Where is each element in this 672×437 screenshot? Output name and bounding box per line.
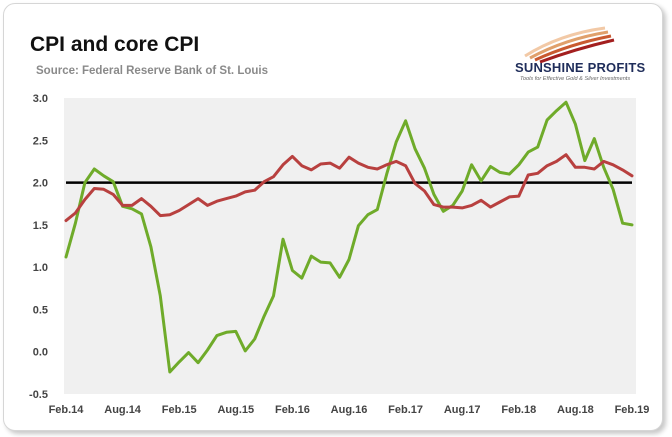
logo-name: SUNSHINE PROFITS: [515, 60, 646, 75]
x-tick-label: Feb.19: [615, 404, 650, 416]
series-lines: [64, 100, 634, 374]
x-tick-label: Feb.14: [49, 404, 85, 416]
y-tick-label: 0.5: [33, 304, 48, 316]
y-tick-label: 1.0: [33, 262, 48, 274]
x-tick-label: Aug.18: [557, 404, 594, 416]
y-tick-label: 1.5: [33, 220, 48, 232]
x-tick-label: Aug.16: [331, 404, 368, 416]
cpi-series-line: [64, 100, 634, 374]
core-cpi-series-line: [64, 153, 634, 223]
x-tick-label: Feb.17: [388, 404, 423, 416]
y-axis-ticks: 3.0 2.5 2.0 1.5 1.0 0.5 0.0 -0.5: [29, 93, 48, 401]
chart-subtitle: Source: Federal Reserve Bank of St. Loui…: [36, 65, 268, 77]
x-tick-label: Feb.16: [275, 404, 310, 416]
y-tick-label: -0.5: [29, 389, 48, 401]
x-tick-label: Aug.14: [104, 404, 142, 416]
x-tick-label: Aug.17: [444, 404, 481, 416]
x-tick-label: Aug.15: [217, 404, 254, 416]
chart-title: CPI and core CPI: [30, 33, 200, 56]
sunshine-profits-logo-icon: [524, 26, 615, 64]
y-tick-label: 0.0: [33, 347, 48, 359]
x-axis-ticks: Feb.14 Aug.14 Feb.15 Aug.15 Feb.16 Aug.16 Feb.…: [49, 404, 650, 416]
logo-tagline: Tools for Effective Gold & Silver Invest…: [520, 76, 631, 82]
y-tick-label: 3.0: [33, 93, 48, 105]
y-tick-label: 2.0: [33, 178, 48, 190]
plot-area: [64, 98, 636, 394]
x-tick-label: Feb.15: [162, 404, 197, 416]
x-tick-label: Feb.18: [501, 404, 536, 416]
y-tick-label: 2.5: [33, 135, 48, 147]
